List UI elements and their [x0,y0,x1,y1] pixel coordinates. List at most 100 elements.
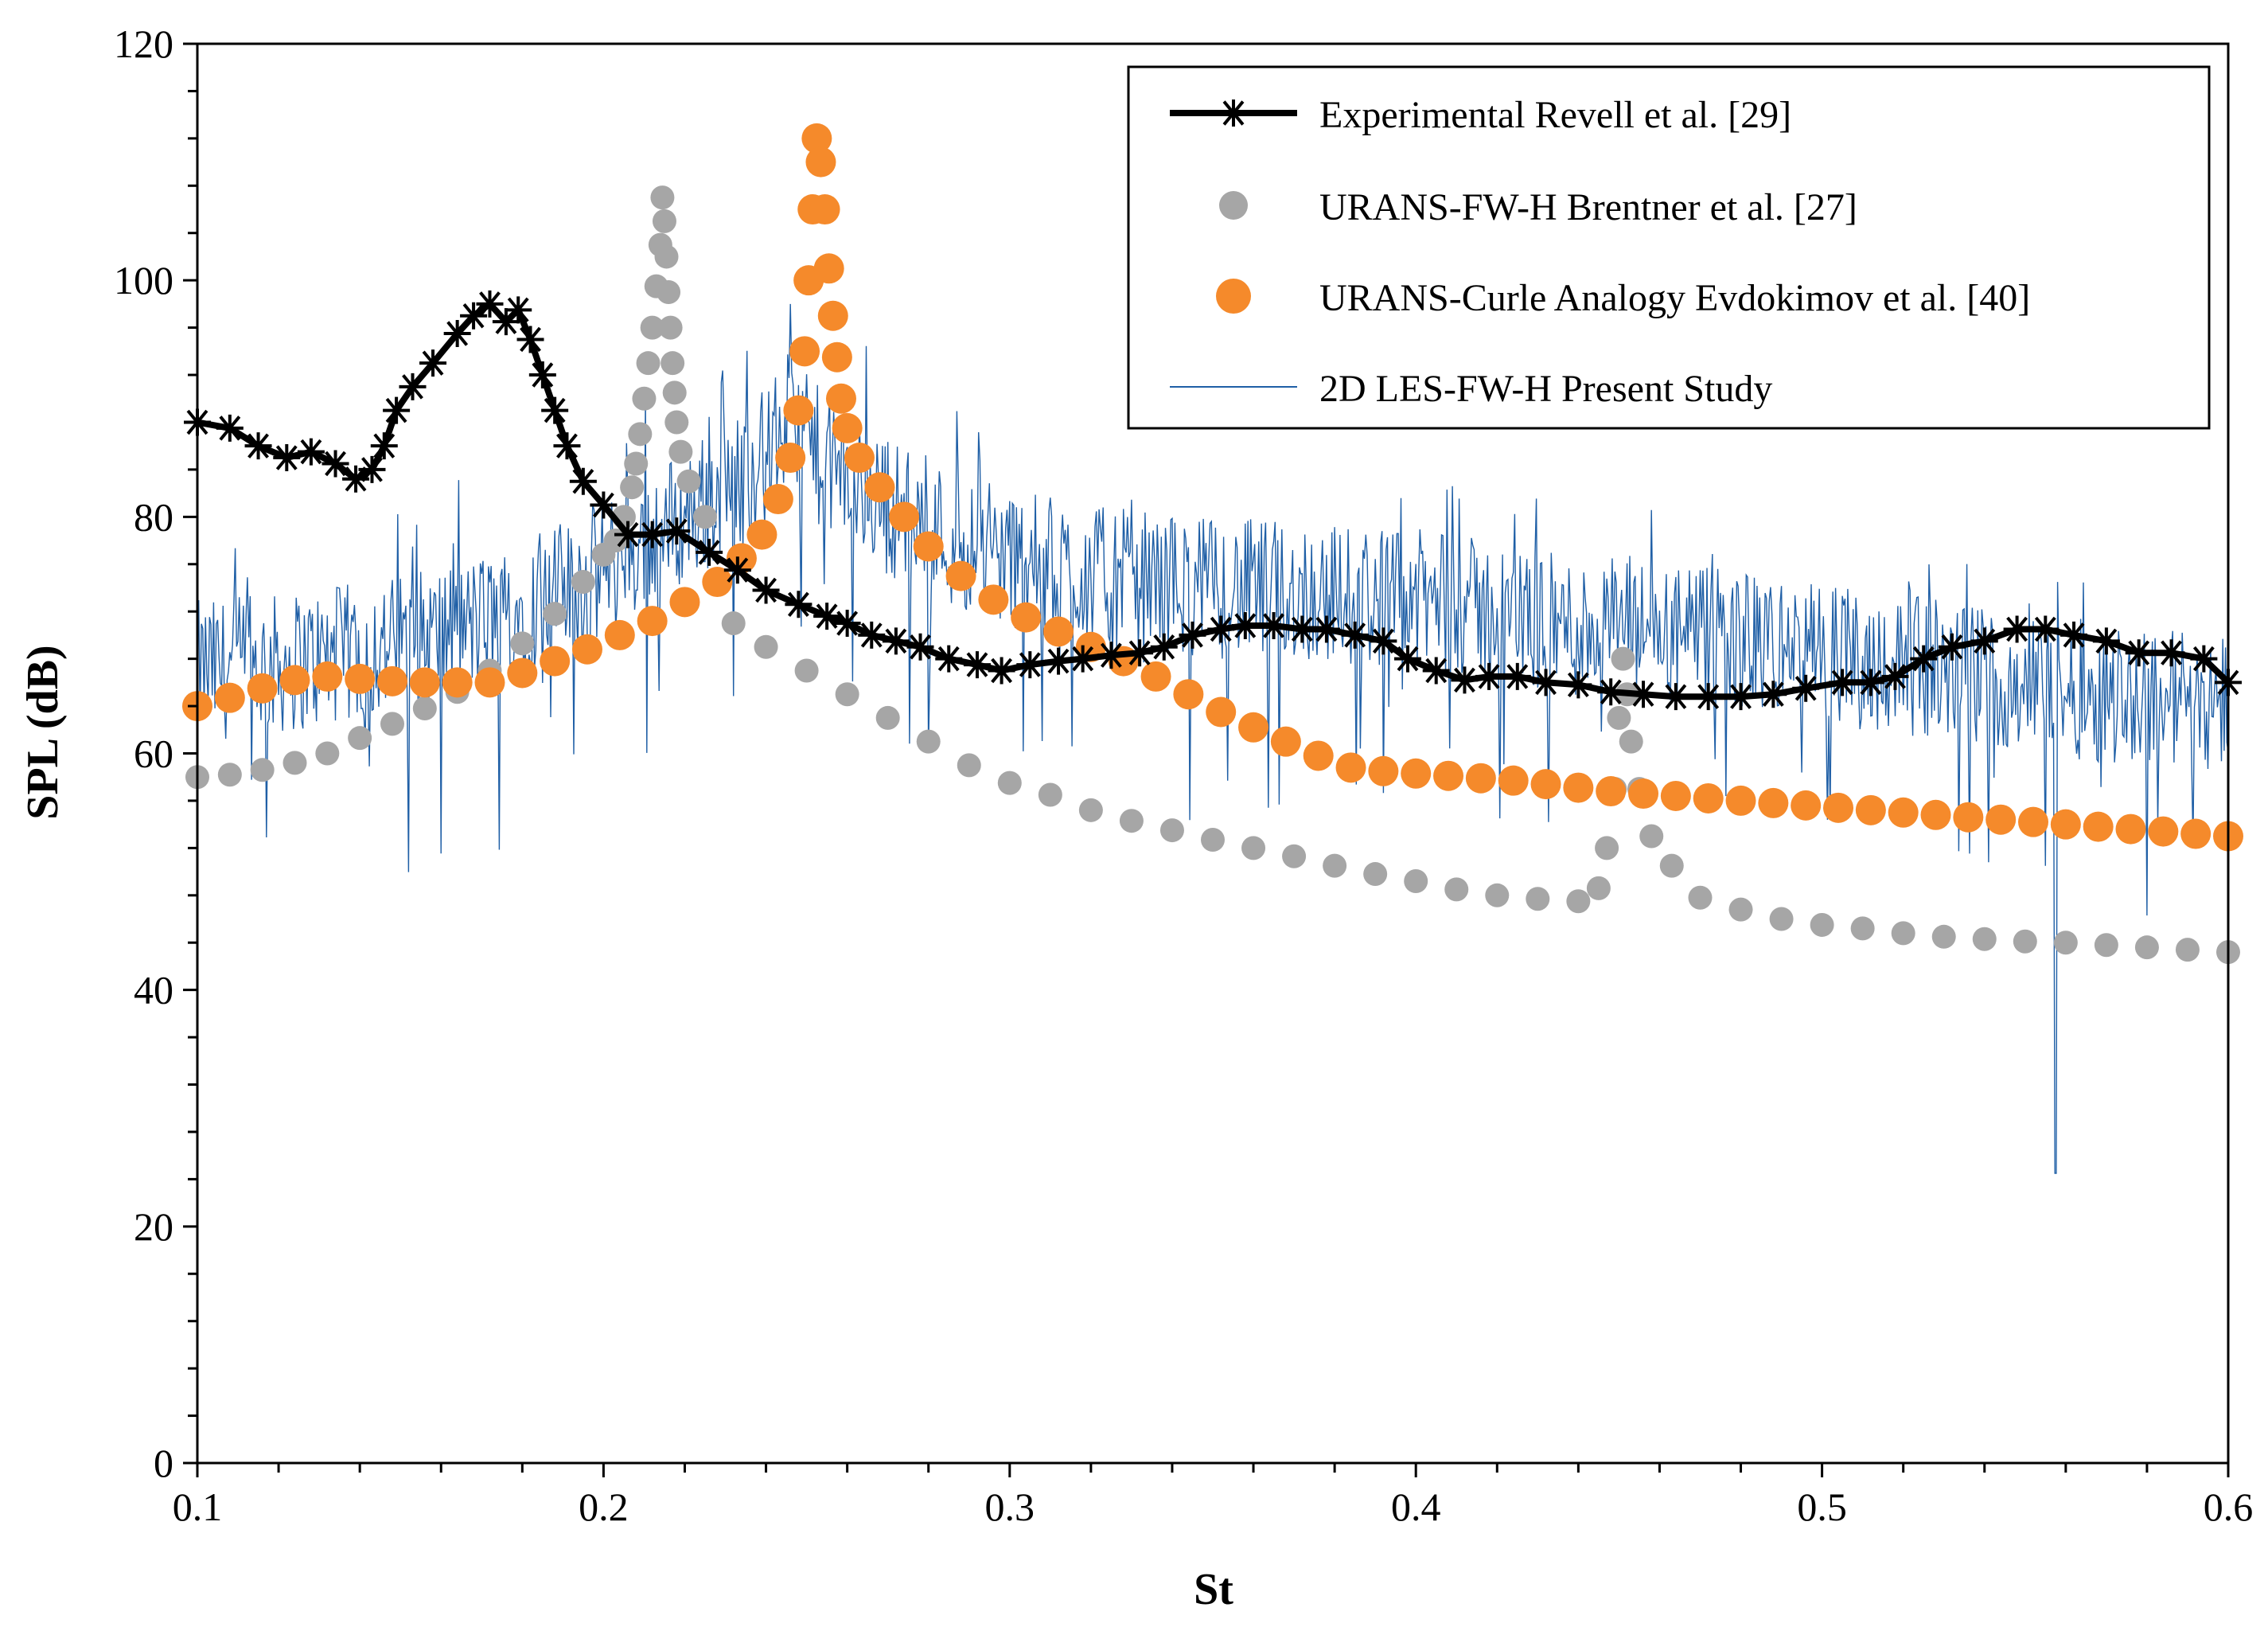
revell-point [297,438,325,466]
revell-point [216,414,244,442]
evdokimov-point [1498,765,1529,796]
revell-point [492,308,520,336]
evdokimov-point [1335,752,1366,783]
brentner-point [1159,818,1184,843]
evdokimov-point [1206,696,1237,728]
brentner-point [510,631,535,656]
revell-point [1910,645,1938,673]
revell-point [1727,683,1755,711]
brentner-point [875,705,900,730]
evdokimov-point [825,383,856,414]
revell-point [590,491,618,519]
revell-point [1312,615,1340,643]
brentner-point [1688,885,1713,910]
brentner-point [412,696,437,721]
brentner-point [1810,912,1834,937]
brentner-point [1282,844,1307,868]
tick-labels: 0 20 40 60 80 100 120 0.1 0.2 0.3 0.4 0.5 0.6 [114,21,2253,1529]
evdokimov-point [247,673,278,704]
revell-point [614,521,642,548]
revell-point [1207,615,1235,643]
brentner-point [1891,921,1915,946]
evdokimov-point [2050,809,2081,840]
revell-point [2157,639,2185,667]
evdokimov-point [409,667,440,698]
revell-point [696,538,723,566]
legend-evdokimov-marker [1216,279,1251,314]
brentner-point [1485,883,1510,907]
brentner-point [1201,827,1225,852]
evdokimov-point [817,300,848,331]
evdokimov-series [182,123,2243,852]
revell-point [2032,615,2060,643]
evdokimov-point [1920,799,1951,830]
revell-point [1475,662,1503,690]
evdokimov-point [345,663,376,694]
evdokimov-point [2148,816,2179,847]
evdokimov-point [214,682,245,713]
revell-point [1829,669,1857,696]
x-tick-label: 0.2 [579,1485,629,1529]
brentner-point [662,380,687,405]
evdokimov-point [801,123,832,154]
revell-point [358,455,386,483]
brentner-point [957,753,981,778]
legend-brentner-label: URANS-FW-H Brentner et al. [27] [1319,186,1857,228]
brentner-point [2134,935,2159,960]
evdokimov-point [783,395,814,426]
revell-point [882,627,910,655]
brentner-point [1611,646,1635,671]
revell-point [1451,666,1479,694]
revell-point [2003,615,2031,643]
revell-point [553,432,581,460]
evdokimov-point [1563,772,1594,803]
revell-point [1938,633,1966,661]
evdokimov-point [1660,780,1691,811]
legend-revell-label: Experimental Revell et al. [29] [1319,94,1791,136]
evdokimov-point [1043,616,1074,647]
x-tick-label: 0.5 [1797,1485,1847,1529]
revell-point [419,349,447,377]
brentner-point [916,729,941,754]
evdokimov-point [813,253,844,284]
revell-point [399,373,427,400]
revell-point [1341,621,1369,649]
brentner-point [1404,868,1428,893]
brentner-point [2175,938,2200,962]
evdokimov-point [637,606,668,637]
revell-point [1565,671,1592,699]
revell-point [813,603,841,630]
revell-point [1597,678,1625,706]
legend-box [1127,65,2211,430]
revell-point [1179,621,1206,649]
evdokimov-point [669,587,700,618]
brentner-point [1931,924,1956,949]
revell-point [342,465,370,493]
evdokimov-point [507,657,538,689]
revell-point [1045,647,1073,675]
revell-point [1503,662,1531,690]
evdokimov-point [1725,785,1756,816]
revell-point [906,633,934,661]
evdokimov-point [1855,794,1886,825]
brentner-point [997,771,1022,795]
evdokimov-point [702,567,733,598]
revell-point [752,576,780,604]
evdokimov-point [376,665,407,696]
brentner-point [1323,853,1347,878]
legend-les-label: 2D LES-FW-H Present Study [1319,368,1772,410]
brentner-point [657,280,681,305]
brentner-point [668,439,693,464]
revell-point [1126,639,1154,667]
axes [183,42,2230,1477]
revell-point [1016,651,1044,679]
revell-point [370,432,398,460]
revell-point [516,326,544,353]
brentner-point [1078,798,1103,822]
revell-series [184,290,2242,711]
revell-point [723,556,751,584]
evdokimov-point [805,146,836,178]
revell-point [1422,657,1450,685]
x-tick-label: 0.4 [1391,1485,1441,1529]
